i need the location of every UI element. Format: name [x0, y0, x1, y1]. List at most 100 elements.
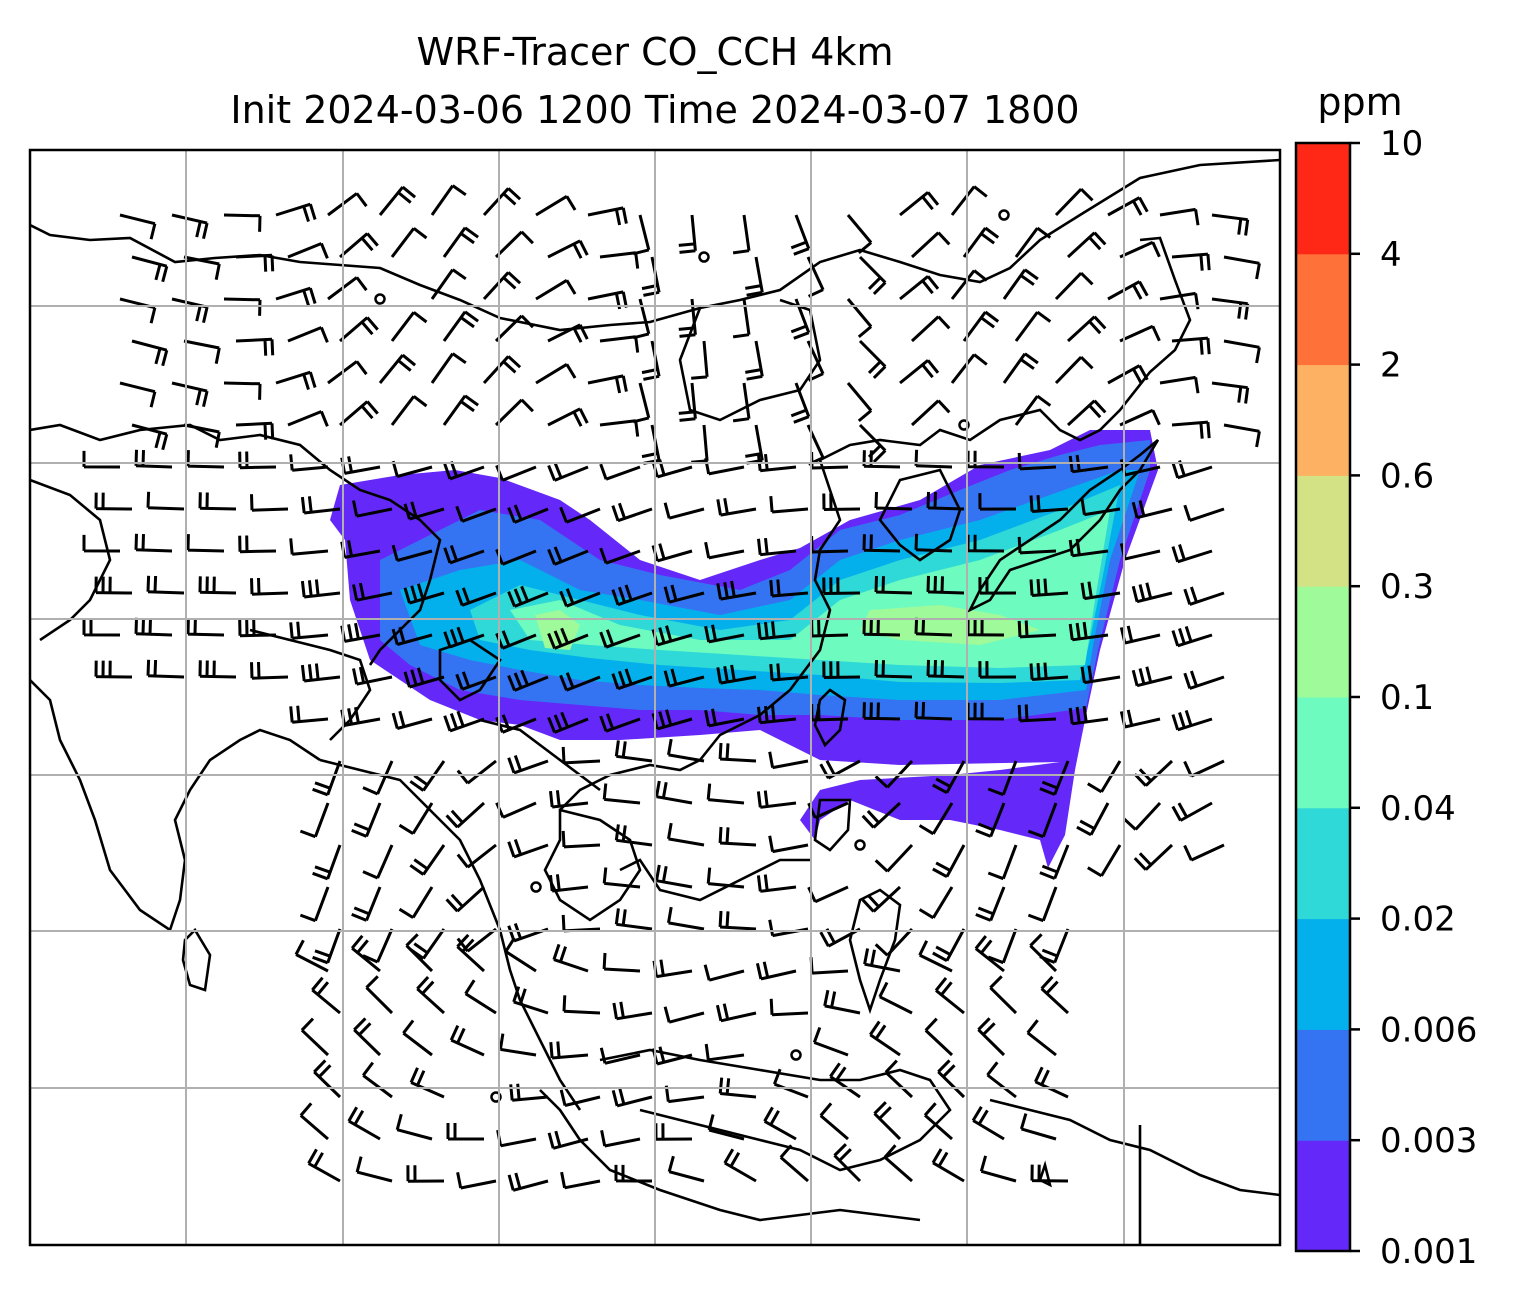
- wind-barb: [275, 370, 317, 391]
- wind-barb: [430, 352, 467, 384]
- colorbar-tick-label: 0.6: [1380, 456, 1434, 496]
- wind-barb: [352, 500, 393, 518]
- wind-barb: [769, 495, 809, 514]
- wind-barb: [495, 801, 537, 819]
- wind-barb: [134, 533, 173, 553]
- wind-barb: [186, 618, 225, 637]
- wind-barb: [926, 575, 965, 595]
- colorbar-tick-label: 0.006: [1380, 1010, 1477, 1050]
- colorbar-tick-label: 10: [1380, 124, 1423, 164]
- map-area: [30, 150, 1280, 1245]
- wind-barb: [757, 621, 797, 641]
- wind-barb: [1223, 339, 1261, 364]
- wind-barb: [757, 537, 797, 557]
- wind-barb: [456, 1172, 497, 1190]
- wind-barb: [443, 545, 485, 565]
- wind-barb: [390, 395, 428, 426]
- wind-barb: [1080, 665, 1121, 685]
- calm-wind-marker: [530, 881, 542, 893]
- wind-barb: [455, 505, 497, 523]
- colorbar-tick-label: 0.001: [1380, 1232, 1477, 1272]
- wind-barb: [790, 382, 811, 424]
- wind-barb: [1087, 760, 1122, 794]
- wind-barb: [134, 449, 173, 469]
- wind-barb: [790, 298, 811, 340]
- wind-barb: [442, 310, 479, 342]
- wind-barb: [977, 1017, 1006, 1057]
- chart-title: WRF-Tracer CO_CCH 4km: [416, 30, 894, 74]
- wind-barb: [663, 1006, 705, 1024]
- wind-barb: [1131, 500, 1173, 520]
- wind-barb: [549, 874, 589, 893]
- wind-barb: [1171, 625, 1213, 648]
- wind-barb: [1119, 324, 1161, 343]
- wind-barb: [707, 1114, 745, 1141]
- wind-barb: [950, 269, 988, 300]
- wind-barb: [446, 1123, 484, 1141]
- wind-barb: [863, 948, 901, 973]
- wind-barb: [755, 961, 797, 981]
- wind-barb: [362, 760, 394, 796]
- wind-barb: [362, 1061, 393, 1099]
- wind-barb: [769, 998, 809, 1017]
- wind-barb: [715, 1003, 757, 1023]
- wind-barb: [409, 1067, 445, 1099]
- wind-barb: [878, 981, 913, 1015]
- wind-barb: [482, 355, 522, 385]
- wind-barb: [562, 995, 601, 1015]
- wind-barb: [790, 214, 811, 256]
- wind-barb: [704, 457, 745, 476]
- wind-barb: [390, 311, 428, 342]
- wind-barb: [706, 867, 745, 889]
- wind-barb: [745, 340, 764, 381]
- wind-barb: [455, 587, 497, 607]
- wind-barb: [456, 843, 497, 869]
- wind-barb: [547, 239, 589, 259]
- wind-barb: [966, 534, 1005, 553]
- colorbar-tick-label: 0.1: [1380, 678, 1434, 718]
- wind-barb: [819, 1102, 849, 1141]
- wind-barb: [934, 976, 965, 1015]
- wind-barb: [327, 360, 368, 385]
- wind-barb: [1039, 760, 1070, 796]
- wind-barb: [300, 663, 341, 683]
- wind-barb: [678, 214, 697, 254]
- wind-barb: [632, 382, 651, 424]
- wind-barb: [294, 939, 329, 973]
- wind-barb: [861, 885, 902, 913]
- wind-barb: [409, 844, 446, 876]
- wind-barb: [655, 864, 693, 889]
- wind-barb: [732, 382, 751, 423]
- wind-barb: [1039, 844, 1070, 880]
- wind-barb: [910, 399, 951, 427]
- wind-barb: [443, 461, 485, 481]
- wind-barb: [82, 618, 121, 637]
- wind-barb: [926, 491, 965, 511]
- wind-barb: [300, 496, 341, 515]
- wind-barb: [351, 886, 382, 922]
- wind-barb: [652, 959, 693, 979]
- wind-barb: [718, 826, 757, 847]
- wind-barb: [932, 760, 966, 795]
- wind-barb: [600, 1130, 641, 1148]
- wind-barb: [962, 310, 1000, 342]
- colorbar-segment: [1296, 586, 1350, 698]
- wind-barb: [756, 874, 797, 893]
- wind-barb: [445, 801, 486, 829]
- wind-barb: [979, 1155, 1017, 1183]
- wind-barb: [340, 456, 381, 475]
- wind-barb: [599, 713, 641, 733]
- wind-barb: [732, 214, 751, 255]
- wind-barb: [1017, 452, 1057, 471]
- wind-barb: [311, 976, 341, 1015]
- colorbar-tick-label: 2: [1380, 346, 1402, 386]
- wind-barb: [772, 1068, 809, 1099]
- wind-barb: [94, 576, 133, 595]
- wind-barb: [134, 617, 173, 637]
- wind-barb: [932, 844, 966, 879]
- wind-barb: [779, 1144, 809, 1183]
- wind-barb: [768, 919, 809, 938]
- wind-barb: [398, 886, 434, 919]
- wind-barb: [641, 340, 661, 381]
- wind-barb: [535, 195, 577, 217]
